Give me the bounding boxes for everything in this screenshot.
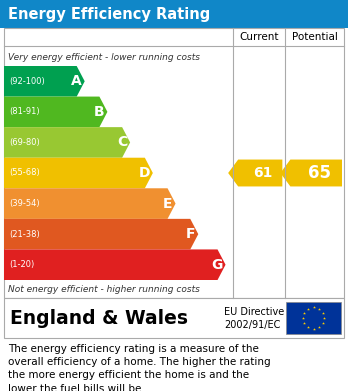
Polygon shape [228, 160, 282, 187]
Polygon shape [4, 219, 198, 249]
Polygon shape [4, 188, 175, 219]
Text: Not energy efficient - higher running costs: Not energy efficient - higher running co… [8, 285, 200, 294]
Text: G: G [211, 258, 222, 272]
Polygon shape [4, 66, 85, 97]
Text: Energy Efficiency Rating: Energy Efficiency Rating [8, 7, 210, 22]
Text: Very energy efficient - lower running costs: Very energy efficient - lower running co… [8, 54, 200, 63]
Text: F: F [186, 227, 195, 241]
Polygon shape [280, 160, 342, 187]
Text: 2002/91/EC: 2002/91/EC [224, 320, 281, 330]
Text: (92-100): (92-100) [9, 77, 45, 86]
Text: (1-20): (1-20) [9, 260, 34, 269]
Polygon shape [4, 158, 153, 188]
Bar [0, 0, 348, 28]
Text: 65: 65 [308, 164, 331, 182]
Text: (55-68): (55-68) [9, 169, 40, 178]
Polygon shape [4, 127, 130, 158]
Polygon shape [4, 97, 108, 127]
Text: (69-80): (69-80) [9, 138, 40, 147]
Text: England & Wales: England & Wales [10, 308, 188, 328]
Text: (21-38): (21-38) [9, 230, 40, 239]
Text: Current: Current [239, 32, 279, 42]
Bar [286, 302, 341, 334]
Text: B: B [94, 105, 104, 119]
Text: (39-54): (39-54) [9, 199, 40, 208]
Polygon shape [4, 249, 226, 280]
Text: Potential: Potential [292, 32, 338, 42]
Bar [4, 28, 344, 298]
Bar [4, 298, 344, 338]
Text: A: A [71, 74, 82, 88]
Text: C: C [117, 135, 127, 149]
Text: D: D [139, 166, 150, 180]
Text: 61: 61 [254, 166, 273, 180]
Text: E: E [163, 197, 173, 211]
Text: (81-91): (81-91) [9, 108, 40, 117]
Text: EU Directive: EU Directive [224, 307, 285, 317]
Text: The energy efficiency rating is a measure of the
overall efficiency of a home. T: The energy efficiency rating is a measur… [8, 344, 271, 391]
